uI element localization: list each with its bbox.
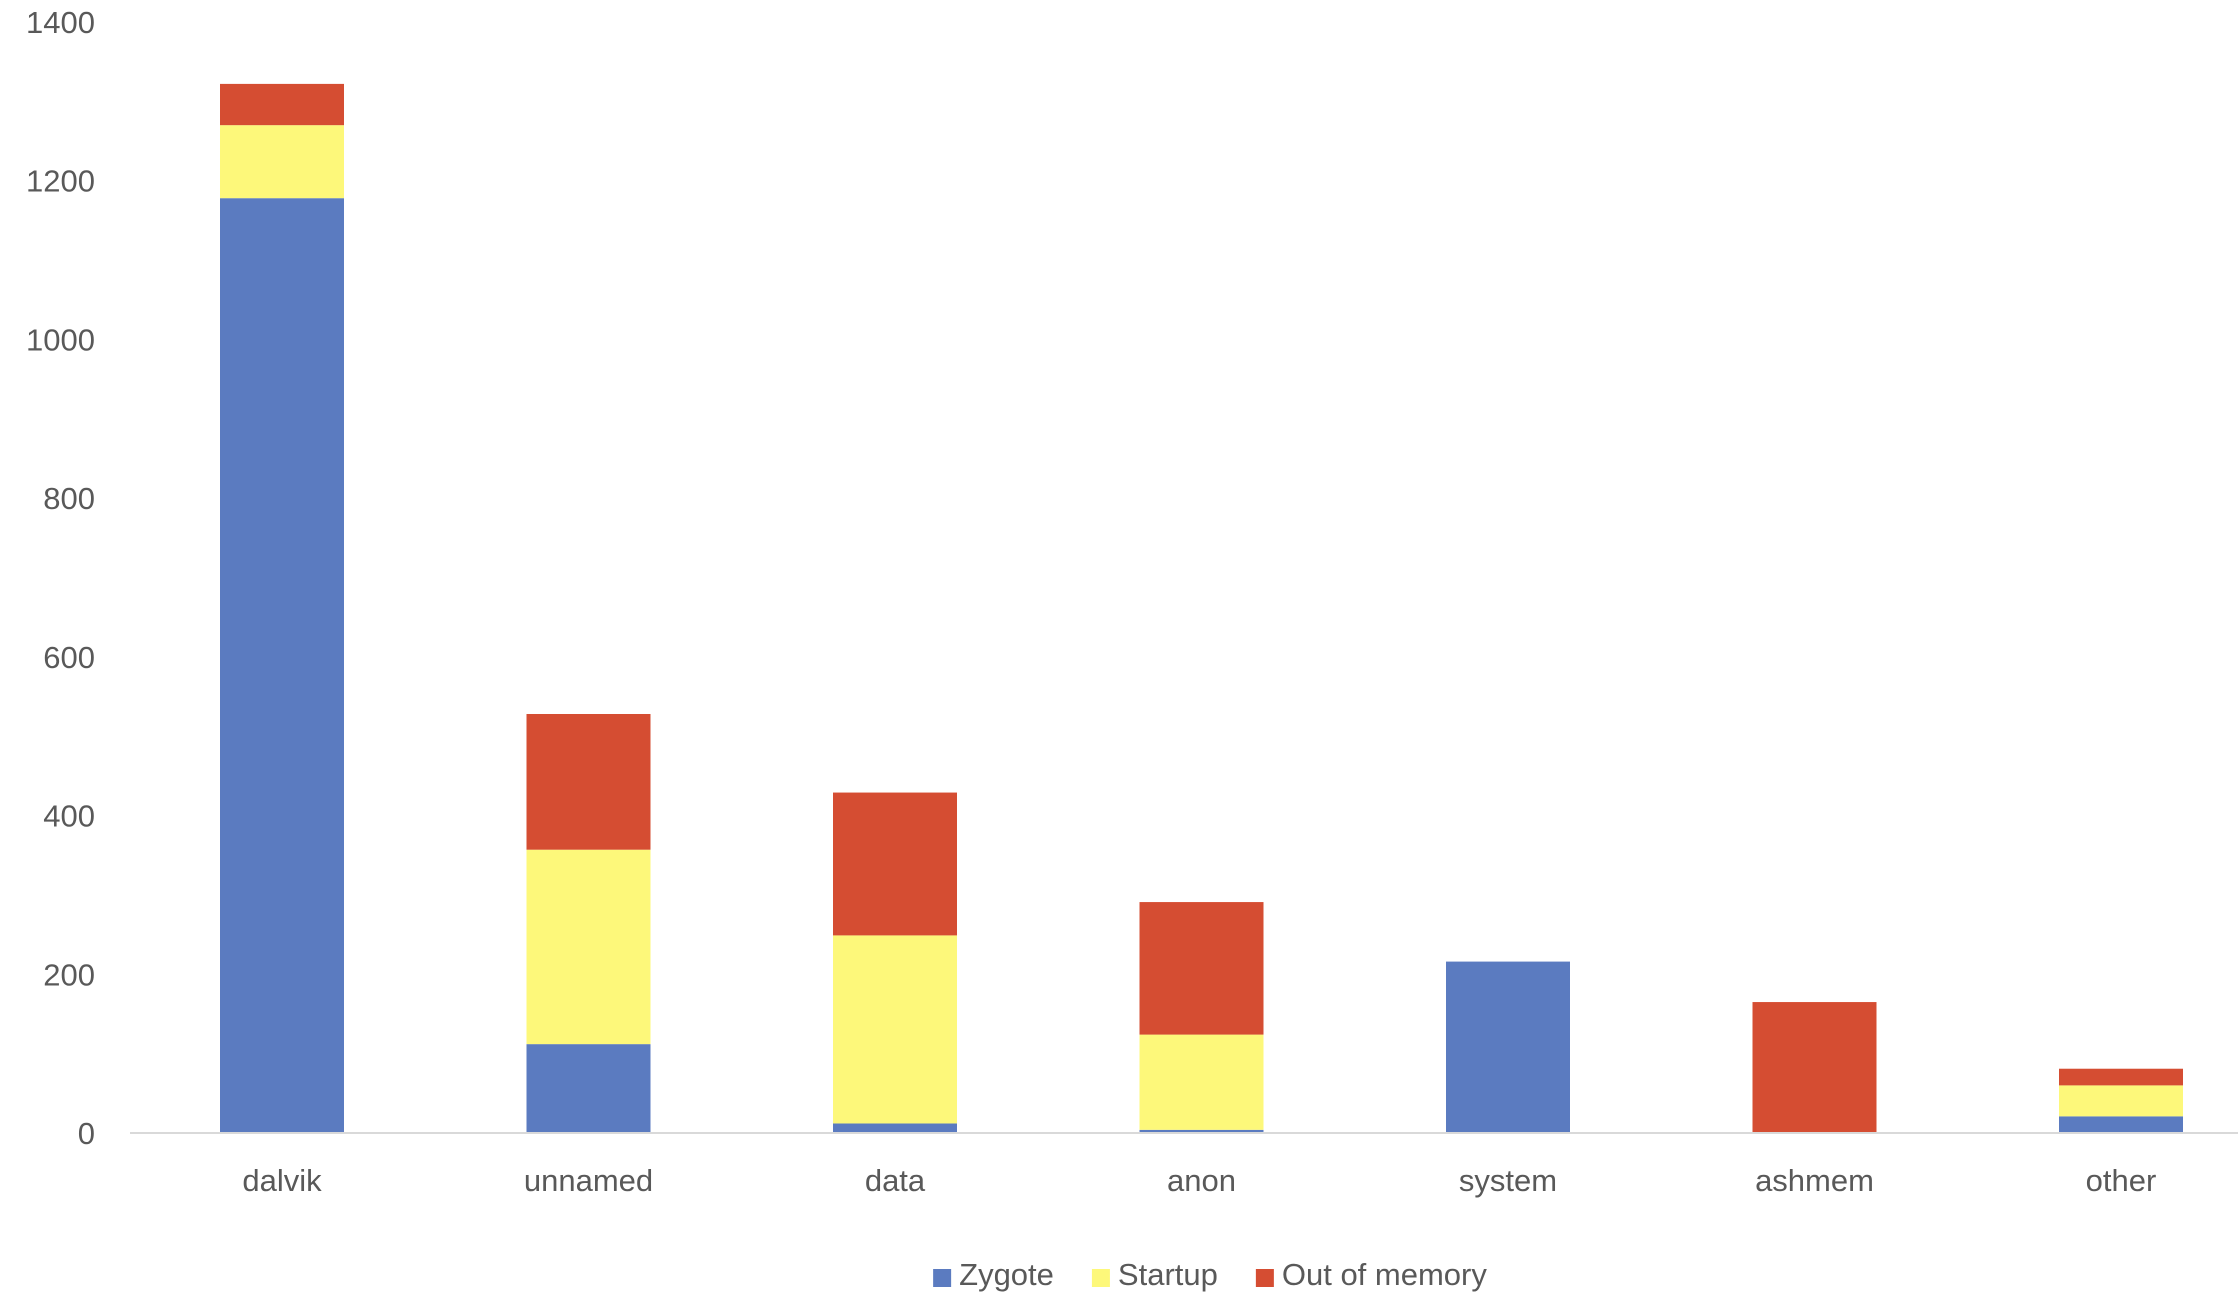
bar-data-zygote (833, 1123, 957, 1133)
y-tick-label-1400: 1400 (26, 5, 95, 40)
bar-dalvik-startup (220, 125, 344, 199)
bar-data-startup (833, 935, 957, 1124)
bar-anon-zygote (1139, 1129, 1264, 1133)
legend-item-out-of-memory: Out of memory (1255, 1257, 1487, 1292)
bar-other-startup (2059, 1085, 2183, 1117)
bar-unnamed-out-of-memory (526, 713, 651, 850)
bar-other-zygote (2059, 1116, 2183, 1133)
bar-anon-startup (1139, 1034, 1264, 1130)
y-tick-label-800: 800 (43, 481, 95, 516)
x-tick-label-anon: anon (1167, 1163, 1236, 1198)
bar-system-zygote (1446, 961, 1570, 1133)
bar-dalvik-zygote (220, 198, 344, 1133)
y-axis-ticks: 0 200 400 600 800 1000 1200 1400 (26, 5, 95, 1151)
x-axis-category-labels: dalvik unnamed data anon system ashmem other (242, 1163, 2156, 1198)
x-tick-label-unnamed: unnamed (524, 1163, 653, 1198)
legend-swatch (1255, 1269, 1274, 1287)
x-tick-label-other: other (2086, 1163, 2157, 1198)
legend-label: Out of memory (1282, 1257, 1487, 1292)
bar-ashmem-out-of-memory (1752, 1002, 1877, 1133)
x-tick-label-ashmem: ashmem (1755, 1163, 1874, 1198)
bar-anon-out-of-memory (1139, 902, 1264, 1035)
legend-swatch (1091, 1269, 1110, 1287)
legend-item-startup: Startup (1091, 1257, 1218, 1292)
bar-unnamed-zygote (526, 1044, 651, 1133)
bar-dalvik-out-of-memory (220, 83, 344, 126)
y-tick-label-400: 400 (43, 799, 95, 834)
y-tick-label-0: 0 (78, 1116, 95, 1151)
legend-item-zygote: Zygote (933, 1257, 1054, 1292)
x-tick-label-data: data (865, 1163, 926, 1198)
bar-data-out-of-memory (833, 792, 957, 936)
legend-swatch (933, 1269, 952, 1287)
x-tick-label-dalvik: dalvik (242, 1163, 322, 1198)
legend: Zygote Startup Out of memory (933, 1257, 1487, 1292)
bar-other-out-of-memory (2059, 1068, 2183, 1086)
y-tick-label-1000: 1000 (26, 322, 95, 357)
y-tick-label-1200: 1200 (26, 164, 95, 199)
x-tick-label-system: system (1459, 1163, 1557, 1198)
legend-label: Startup (1118, 1257, 1218, 1292)
y-tick-label-200: 200 (43, 957, 95, 992)
legend-label: Zygote (959, 1257, 1054, 1292)
bar-unnamed-startup (526, 849, 651, 1045)
bars (220, 83, 2183, 1133)
y-tick-label-600: 600 (43, 640, 95, 675)
